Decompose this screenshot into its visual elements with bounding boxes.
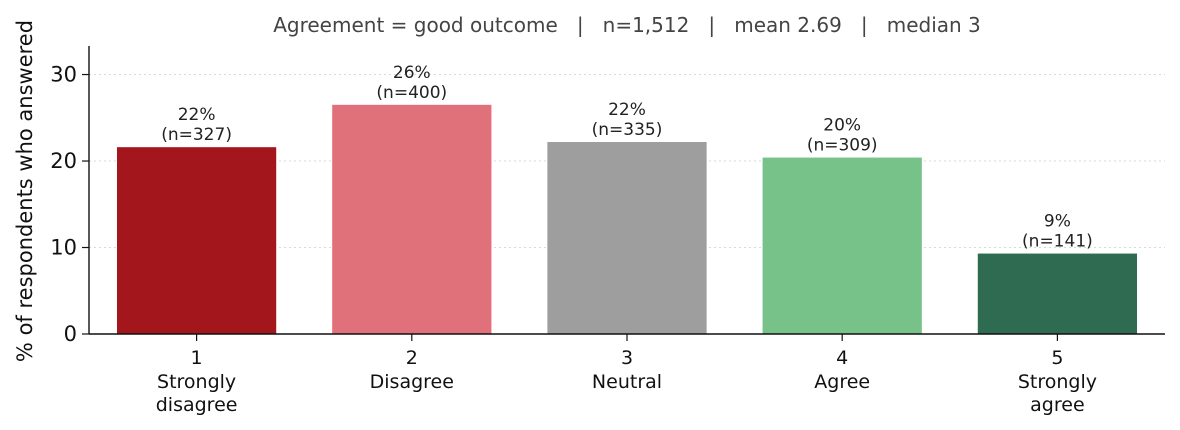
bar-count-label: (n=309)	[807, 136, 878, 156]
bar-count-label: (n=400)	[376, 83, 447, 103]
bar-percent-label: 26%	[393, 63, 431, 83]
x-tick-label: Neutral	[592, 371, 662, 393]
bars	[116, 104, 1138, 334]
x-tick-label: Strongly	[1018, 371, 1097, 393]
bar-count-label: (n=141)	[1022, 232, 1093, 252]
bar-count-label: (n=335)	[592, 120, 663, 140]
y-axis-label: % of respondents who answered	[13, 20, 37, 362]
bar-percent-label: 22%	[178, 105, 216, 125]
chart-title: Agreement = good outcome | n=1,512 | mea…	[273, 13, 981, 37]
x-tick-label: agree	[1030, 394, 1084, 416]
bar	[116, 147, 277, 334]
bar	[332, 104, 492, 334]
x-tick-label: disagree	[156, 394, 238, 416]
x-tick-label: Strongly	[157, 371, 236, 393]
y-tick-label: 30	[50, 63, 77, 87]
bar	[762, 157, 922, 334]
y-tick-label: 0	[64, 322, 77, 346]
y-tick-label: 20	[50, 149, 77, 173]
bar-count-label: (n=327)	[161, 125, 232, 145]
bar-percent-label: 22%	[608, 100, 646, 120]
y-tick-label: 10	[50, 236, 77, 260]
x-tick-code: 5	[1051, 347, 1063, 369]
x-tick-code: 4	[836, 347, 848, 369]
bar-percent-label: 9%	[1044, 212, 1071, 232]
x-tick-code: 1	[191, 347, 203, 369]
grid-lines	[89, 74, 1165, 249]
x-tick-code: 2	[406, 347, 418, 369]
bar-percent-label: 20%	[823, 116, 861, 136]
x-tick-label: Agree	[814, 371, 870, 393]
bar	[547, 142, 707, 334]
axes: 01020301Stronglydisagree2Disagree3Neutra…	[50, 46, 1165, 416]
data-labels: 22%(n=327)26%(n=400)22%(n=335) 20%(n=309)…	[161, 63, 1093, 252]
bar	[977, 253, 1138, 334]
x-tick-code: 3	[621, 347, 633, 369]
x-tick-label: Disagree	[370, 371, 454, 393]
